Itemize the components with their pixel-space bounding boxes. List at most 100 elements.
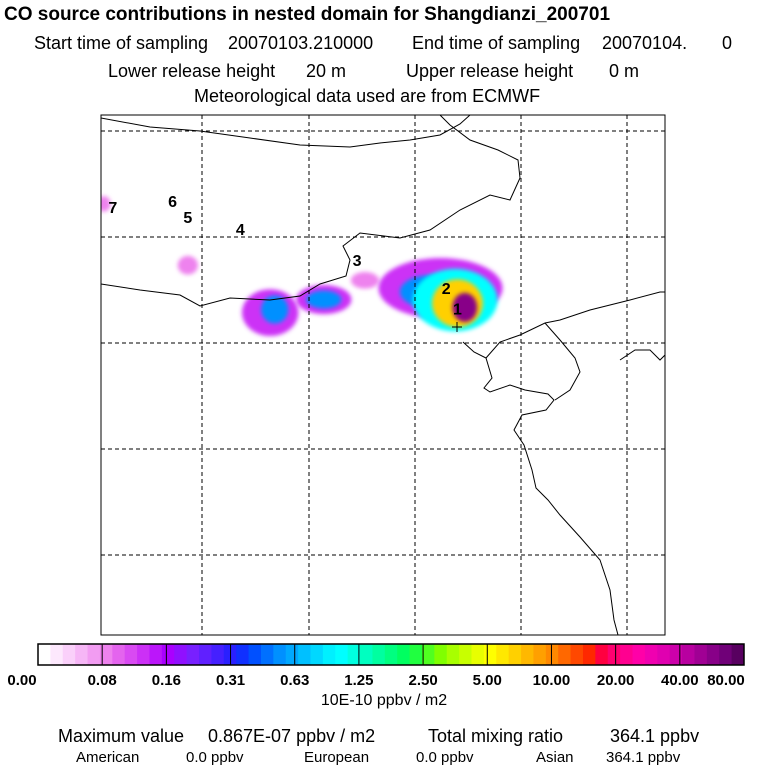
- colorbar-swatch: [186, 644, 200, 665]
- plume-blob: [350, 272, 380, 289]
- upper-height-label: Upper release height: [406, 61, 574, 81]
- colorbar-swatch: [322, 644, 336, 665]
- colorbar-swatch: [446, 644, 460, 665]
- european-label: European: [304, 749, 370, 766]
- colorbar-swatch: [360, 644, 373, 665]
- korea-border: [544, 291, 665, 324]
- colorbar-tick-labels: 0.00 0.08 0.16 0.31 0.63 1.25 2.50 5.00 10.00 20.…: [7, 672, 744, 689]
- colorbar-tick-label: 0.08: [88, 672, 117, 689]
- colorbar-swatch: [273, 644, 287, 665]
- colorbar-swatch: [199, 644, 212, 665]
- end-time-label: End time of sampling: [412, 33, 581, 53]
- colorbar-swatch: [285, 644, 299, 665]
- colorbar-swatch: [384, 644, 398, 665]
- colorbar-swatch: [174, 644, 188, 665]
- colorbar-swatch: [496, 644, 510, 665]
- colorbar-swatch: [682, 644, 695, 665]
- colorbar-swatch: [161, 644, 175, 665]
- colorbar-swatch: [731, 644, 745, 665]
- american-label: American: [76, 749, 140, 766]
- colorbar-tick-label: 10.00: [533, 672, 571, 689]
- colorbar-swatch: [657, 644, 671, 665]
- colorbar-swatch: [508, 644, 522, 665]
- colorbar-tick-label: 20.00: [597, 672, 635, 689]
- colorbar-units: 10E-10 ppbv / m2: [321, 692, 447, 709]
- colorbar-swatch: [310, 644, 324, 665]
- colorbar-swatch: [397, 644, 411, 665]
- colorbar-swatch: [99, 644, 113, 665]
- colorbar-swatch: [347, 644, 361, 665]
- upper-height-value: 0 m: [609, 61, 640, 81]
- colorbar-tick-label: 0.31: [216, 672, 245, 689]
- colorbar-tick-label: 80.00: [707, 672, 745, 689]
- colorbar-swatch: [124, 644, 138, 665]
- colorbar-swatch: [558, 644, 572, 665]
- colorbar-swatch: [694, 644, 708, 665]
- colorbar-swatch: [62, 644, 76, 665]
- gridlines: [101, 115, 665, 635]
- colorbar-swatch: [644, 644, 658, 665]
- colorbar-swatch: [607, 644, 621, 665]
- colorbar-frame: [37, 643, 745, 666]
- colorbar-swatch: [434, 644, 448, 665]
- colorbar-swatch: [521, 644, 534, 665]
- coast-bohai: [462, 341, 619, 635]
- colorbar-swatch: [137, 644, 150, 665]
- colorbar-swatch: [409, 644, 423, 665]
- plume-blob: [452, 292, 478, 322]
- plume-blob: [306, 290, 342, 309]
- end-time-suffix: 0: [722, 33, 733, 53]
- colorbar-swatch: [149, 644, 163, 665]
- colorbar-swatch: [335, 644, 349, 665]
- plume-blob: [261, 295, 289, 324]
- colorbar-swatch: [372, 644, 386, 665]
- receptor-label: 4: [236, 222, 245, 239]
- korea-coast: [619, 349, 665, 361]
- colorbar-swatch: [38, 644, 51, 665]
- colorbar-tick-label: 0.16: [152, 672, 181, 689]
- colorbar-swatch: [706, 644, 720, 665]
- receptor-label: 6: [168, 194, 177, 211]
- plume-blob: [177, 255, 199, 275]
- map-frame: [100, 114, 666, 636]
- asian-value: 364.1 ppbv: [606, 749, 681, 766]
- met-data-line: Meteorological data used are from ECMWF: [194, 86, 541, 106]
- colorbar-swatch: [50, 644, 64, 665]
- colorbar-tick-label: 1.25: [344, 672, 373, 689]
- total-mixing-label: Total mixing ratio: [428, 726, 564, 746]
- colorbar: [37, 643, 745, 666]
- plot-title: CO source contributions in nested domain…: [4, 4, 611, 25]
- colorbar-swatch: [471, 644, 485, 665]
- plume-layer: [101, 196, 503, 336]
- colorbar-swatch: [260, 644, 274, 665]
- receptor-label: 7: [108, 200, 117, 217]
- coast-liaodong: [485, 322, 581, 401]
- receptor-label: 1: [453, 301, 462, 318]
- border-line-mongolia: [101, 115, 521, 307]
- start-time-value: 20070103.210000: [228, 33, 374, 53]
- receptor-label: 3: [353, 253, 362, 270]
- receptor-marker: [452, 322, 462, 332]
- colorbar-swatch: [75, 644, 89, 665]
- end-time-value: 20070104.: [602, 33, 688, 53]
- colorbar-swatch: [87, 644, 101, 665]
- receptor-label: 2: [442, 281, 451, 298]
- colorbar-swatch: [669, 644, 683, 665]
- receptor-label: 5: [183, 210, 192, 227]
- colorbar-tick-label: 0.63: [280, 672, 309, 689]
- total-mixing-value: 364.1 ppbv: [610, 726, 700, 746]
- lower-height-value: 20 m: [306, 61, 347, 81]
- plume-blob: [101, 196, 111, 212]
- european-value: 0.0 ppbv: [416, 749, 474, 766]
- colorbar-swatch: [570, 644, 584, 665]
- colorbar-swatch: [459, 644, 473, 665]
- map-background: [101, 115, 665, 635]
- max-value: 0.867E-07 ppbv / m2: [208, 726, 376, 746]
- colorbar-tick-label: 40.00: [661, 672, 699, 689]
- colorbar-swatch: [533, 644, 547, 665]
- american-value: 0.0 ppbv: [186, 749, 244, 766]
- colorbar-swatch: [632, 644, 646, 665]
- colorbar-swatch: [248, 644, 262, 665]
